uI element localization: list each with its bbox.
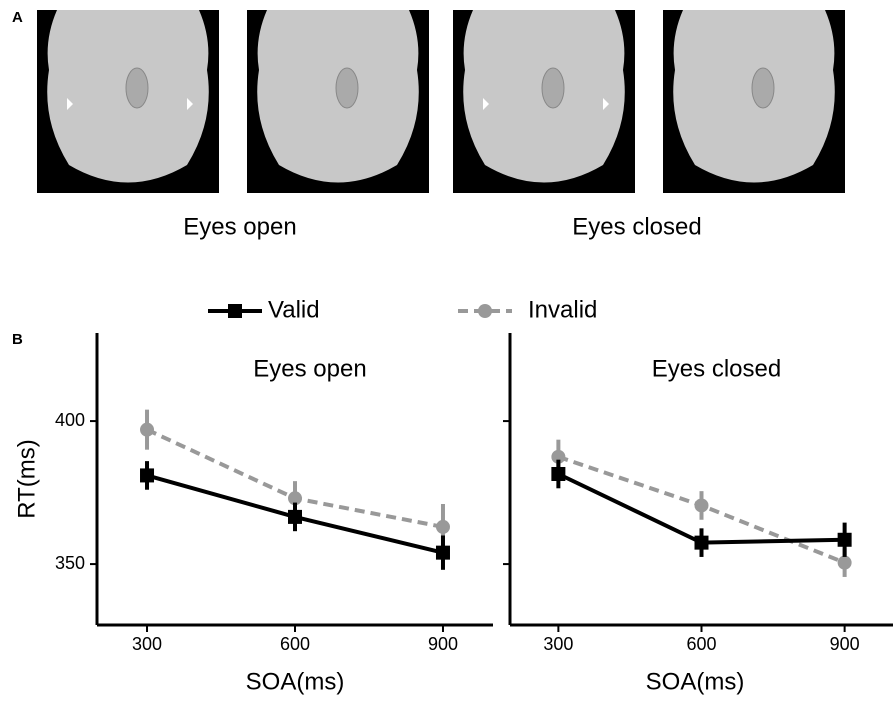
marker xyxy=(288,491,302,506)
face-image xyxy=(247,10,429,193)
x-tick-label: 300 xyxy=(132,634,162,654)
legend-marker xyxy=(478,304,492,318)
marker xyxy=(140,422,155,437)
eye xyxy=(67,98,73,110)
marker xyxy=(288,509,302,524)
ear xyxy=(541,67,565,109)
chart-title: Eyes open xyxy=(253,355,366,382)
face-image xyxy=(663,10,845,193)
marker xyxy=(837,555,852,570)
marker xyxy=(551,466,566,481)
face-image xyxy=(453,10,635,193)
legend-label: Valid xyxy=(268,296,320,323)
marker xyxy=(140,468,155,483)
x-axis-label: SOA(ms) xyxy=(646,668,745,695)
y-tick-label: 350 xyxy=(55,553,85,573)
caption: Eyes closed xyxy=(572,213,701,240)
x-tick-label: 900 xyxy=(830,634,860,654)
x-axis-label: SOA(ms) xyxy=(246,668,345,695)
chart-title: Eyes closed xyxy=(652,355,781,382)
legend-marker xyxy=(228,304,242,318)
x-tick-label: 600 xyxy=(280,634,310,654)
stimuli xyxy=(37,10,845,193)
face-image xyxy=(37,10,219,193)
ear xyxy=(335,67,359,109)
ear xyxy=(751,67,775,109)
marker xyxy=(837,532,852,547)
eye xyxy=(187,98,193,110)
x-tick-label: 900 xyxy=(428,634,458,654)
panel-label: A xyxy=(12,9,23,26)
marker xyxy=(435,519,450,534)
marker xyxy=(694,535,709,550)
marker xyxy=(551,449,566,464)
legend-label: Invalid xyxy=(528,296,597,323)
marker xyxy=(435,545,450,560)
panel-label: B xyxy=(12,331,23,348)
eye xyxy=(603,98,609,110)
caption: Eyes open xyxy=(183,213,296,240)
ear xyxy=(125,67,149,109)
x-tick-label: 300 xyxy=(543,634,573,654)
marker xyxy=(694,498,709,513)
eye xyxy=(483,98,489,110)
y-axis-label: RT(ms) xyxy=(13,439,40,519)
y-tick-label: 400 xyxy=(55,410,85,430)
x-tick-label: 600 xyxy=(686,634,716,654)
